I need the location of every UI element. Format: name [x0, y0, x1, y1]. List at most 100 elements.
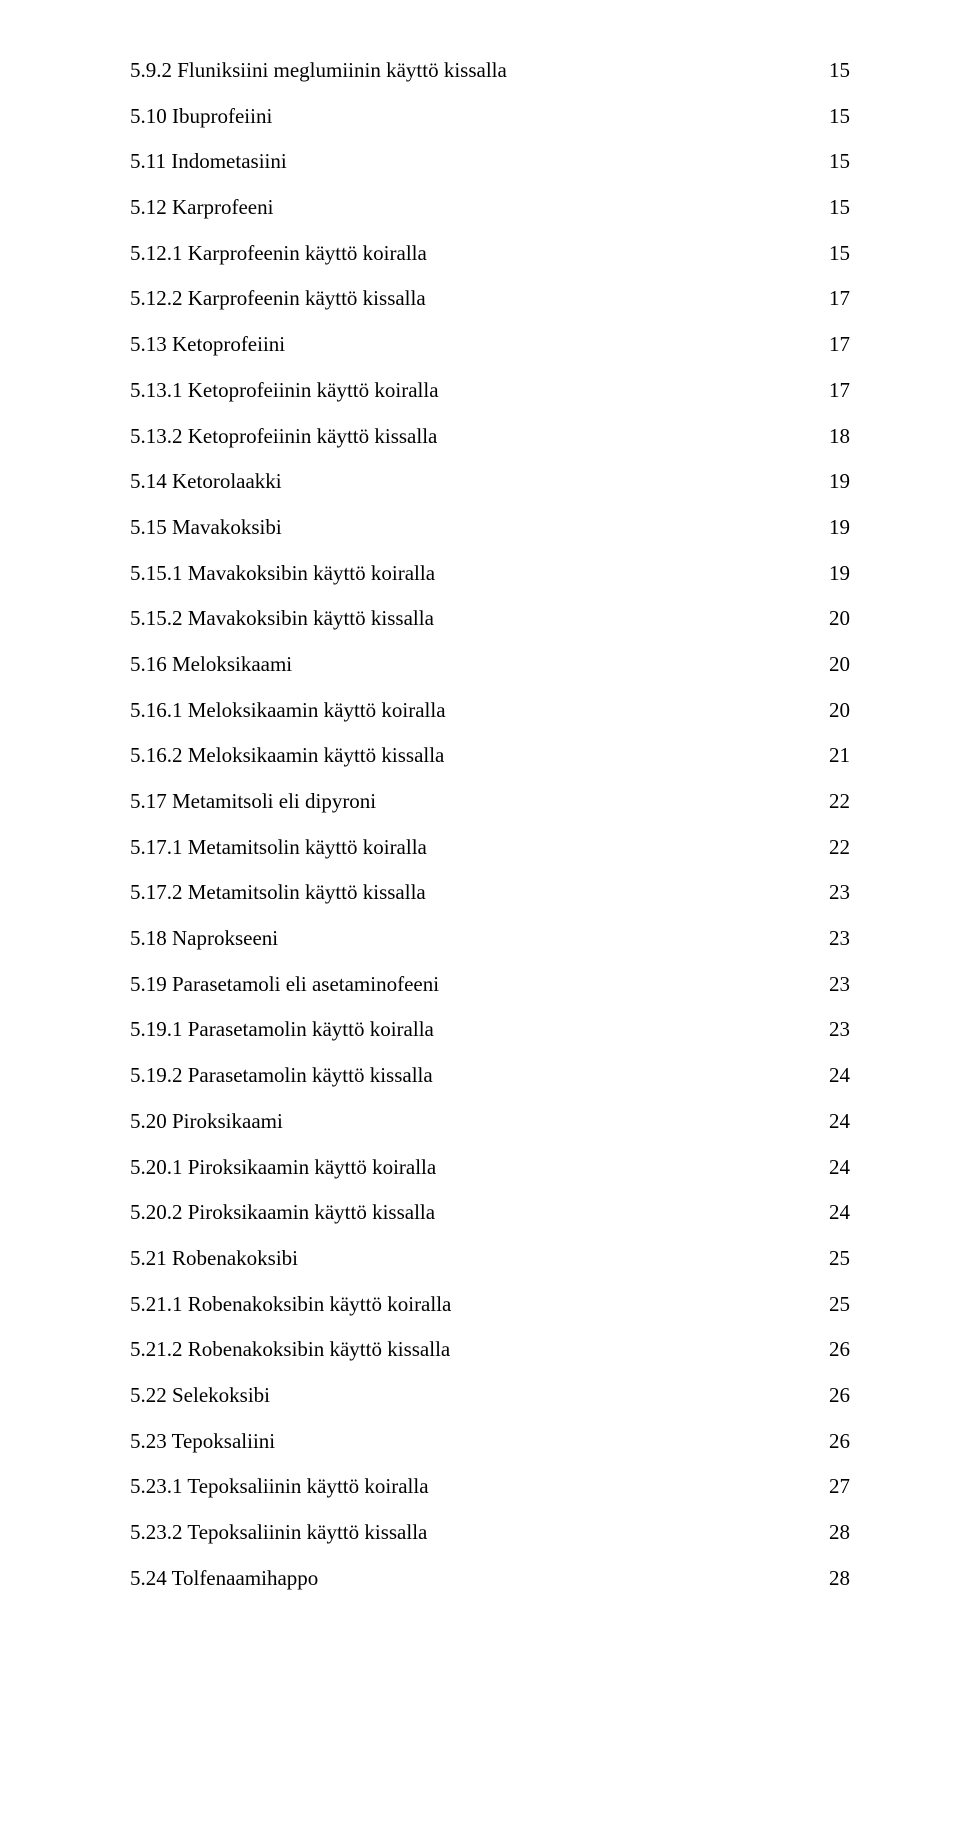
- toc-line: 5.20.2 Piroksikaamin käyttö kissalla24: [130, 1202, 850, 1223]
- toc-page-number: 28: [820, 1568, 850, 1589]
- toc-line: 5.23 Tepoksaliini26: [130, 1431, 850, 1452]
- toc-line: 5.10 Ibuprofeiini15: [130, 106, 850, 127]
- toc-line: 5.13.1 Ketoprofeiinin käyttö koiralla17: [130, 380, 850, 401]
- toc-label: 5.15.2 Mavakoksibin käyttö kissalla: [130, 608, 820, 629]
- toc-page-number: 21: [820, 745, 850, 766]
- toc-page-number: 28: [820, 1522, 850, 1543]
- toc-line: 5.15.1 Mavakoksibin käyttö koiralla19: [130, 563, 850, 584]
- toc-label: 5.13.1 Ketoprofeiinin käyttö koiralla: [130, 380, 820, 401]
- toc-line: 5.23.1 Tepoksaliinin käyttö koiralla27: [130, 1476, 850, 1497]
- toc-page-number: 24: [820, 1202, 850, 1223]
- toc-line: 5.16.2 Meloksikaamin käyttö kissalla21: [130, 745, 850, 766]
- toc-label: 5.23.2 Tepoksaliinin käyttö kissalla: [130, 1522, 820, 1543]
- toc-page-number: 15: [820, 60, 850, 81]
- toc-line: 5.12.2 Karprofeenin käyttö kissalla17: [130, 288, 850, 309]
- toc-line: 5.19.1 Parasetamolin käyttö koiralla23: [130, 1019, 850, 1040]
- toc-label: 5.23 Tepoksaliini: [130, 1431, 820, 1452]
- toc-line: 5.15 Mavakoksibi19: [130, 517, 850, 538]
- toc-line: 5.12.1 Karprofeenin käyttö koiralla15: [130, 243, 850, 264]
- toc-line: 5.17.1 Metamitsolin käyttö koiralla22: [130, 837, 850, 858]
- toc-label: 5.21 Robenakoksibi: [130, 1248, 820, 1269]
- toc-label: 5.16.2 Meloksikaamin käyttö kissalla: [130, 745, 820, 766]
- toc-page-number: 15: [820, 151, 850, 172]
- toc-line: 5.21 Robenakoksibi25: [130, 1248, 850, 1269]
- toc-line: 5.13.2 Ketoprofeiinin käyttö kissalla18: [130, 426, 850, 447]
- toc-label: 5.22 Selekoksibi: [130, 1385, 820, 1406]
- toc-label: 5.14 Ketorolaakki: [130, 471, 820, 492]
- toc-line: 5.20.1 Piroksikaamin käyttö koiralla24: [130, 1157, 850, 1178]
- toc-line: 5.16.1 Meloksikaamin käyttö koiralla20: [130, 700, 850, 721]
- toc-label: 5.9.2 Fluniksiini meglumiinin käyttö kis…: [130, 60, 820, 81]
- toc-page-number: 26: [820, 1339, 850, 1360]
- toc-label: 5.16.1 Meloksikaamin käyttö koiralla: [130, 700, 820, 721]
- toc-line: 5.23.2 Tepoksaliinin käyttö kissalla28: [130, 1522, 850, 1543]
- toc-line: 5.9.2 Fluniksiini meglumiinin käyttö kis…: [130, 60, 850, 81]
- toc-label: 5.17.1 Metamitsolin käyttö koiralla: [130, 837, 820, 858]
- toc-page-number: 19: [820, 517, 850, 538]
- toc-line: 5.17.2 Metamitsolin käyttö kissalla23: [130, 882, 850, 903]
- toc-page-number: 20: [820, 654, 850, 675]
- toc-page-number: 20: [820, 608, 850, 629]
- toc-page-number: 26: [820, 1431, 850, 1452]
- toc-line: 5.19.2 Parasetamolin käyttö kissalla24: [130, 1065, 850, 1086]
- toc-page-number: 18: [820, 426, 850, 447]
- toc-line: 5.13 Ketoprofeiini17: [130, 334, 850, 355]
- toc-page-number: 23: [820, 1019, 850, 1040]
- toc-label: 5.12.1 Karprofeenin käyttö koiralla: [130, 243, 820, 264]
- toc-page-number: 26: [820, 1385, 850, 1406]
- toc-page-number: 23: [820, 974, 850, 995]
- toc-page-number: 19: [820, 563, 850, 584]
- toc-page-number: 20: [820, 700, 850, 721]
- toc-line: 5.24 Tolfenaamihappo28: [130, 1568, 850, 1589]
- toc-page-number: 25: [820, 1248, 850, 1269]
- toc-label: 5.12 Karprofeeni: [130, 197, 820, 218]
- toc-label: 5.15 Mavakoksibi: [130, 517, 820, 538]
- toc-line: 5.17 Metamitsoli eli dipyroni22: [130, 791, 850, 812]
- toc-page-number: 22: [820, 837, 850, 858]
- toc-label: 5.21.2 Robenakoksibin käyttö kissalla: [130, 1339, 820, 1360]
- toc-line: 5.22 Selekoksibi26: [130, 1385, 850, 1406]
- toc-label: 5.19 Parasetamoli eli asetaminofeeni: [130, 974, 820, 995]
- toc-label: 5.20.2 Piroksikaamin käyttö kissalla: [130, 1202, 820, 1223]
- toc-label: 5.13.2 Ketoprofeiinin käyttö kissalla: [130, 426, 820, 447]
- toc-line: 5.18 Naprokseeni23: [130, 928, 850, 949]
- toc-page-number: 23: [820, 928, 850, 949]
- toc-page-number: 24: [820, 1065, 850, 1086]
- toc-page-number: 17: [820, 380, 850, 401]
- toc-label: 5.12.2 Karprofeenin käyttö kissalla: [130, 288, 820, 309]
- toc-line: 5.11 Indometasiini15: [130, 151, 850, 172]
- toc-page-number: 19: [820, 471, 850, 492]
- toc-line: 5.16 Meloksikaami20: [130, 654, 850, 675]
- toc-line: 5.19 Parasetamoli eli asetaminofeeni23: [130, 974, 850, 995]
- toc-page-number: 27: [820, 1476, 850, 1497]
- toc-label: 5.19.2 Parasetamolin käyttö kissalla: [130, 1065, 820, 1086]
- toc-page-number: 17: [820, 288, 850, 309]
- toc-page-number: 15: [820, 106, 850, 127]
- toc-line: 5.20 Piroksikaami24: [130, 1111, 850, 1132]
- toc-label: 5.17.2 Metamitsolin käyttö kissalla: [130, 882, 820, 903]
- toc-label: 5.20 Piroksikaami: [130, 1111, 820, 1132]
- toc-label: 5.21.1 Robenakoksibin käyttö koiralla: [130, 1294, 820, 1315]
- toc-list: 5.9.2 Fluniksiini meglumiinin käyttö kis…: [130, 60, 850, 1589]
- toc-page-number: 23: [820, 882, 850, 903]
- toc-page-number: 22: [820, 791, 850, 812]
- toc-page-number: 15: [820, 197, 850, 218]
- toc-line: 5.21.2 Robenakoksibin käyttö kissalla26: [130, 1339, 850, 1360]
- toc-page-number: 24: [820, 1111, 850, 1132]
- toc-page-number: 24: [820, 1157, 850, 1178]
- toc-label: 5.24 Tolfenaamihappo: [130, 1568, 820, 1589]
- toc-label: 5.20.1 Piroksikaamin käyttö koiralla: [130, 1157, 820, 1178]
- toc-label: 5.19.1 Parasetamolin käyttö koiralla: [130, 1019, 820, 1040]
- toc-label: 5.18 Naprokseeni: [130, 928, 820, 949]
- toc-label: 5.16 Meloksikaami: [130, 654, 820, 675]
- toc-line: 5.21.1 Robenakoksibin käyttö koiralla25: [130, 1294, 850, 1315]
- toc-page-number: 25: [820, 1294, 850, 1315]
- toc-label: 5.10 Ibuprofeiini: [130, 106, 820, 127]
- toc-page-number: 15: [820, 243, 850, 264]
- toc-label: 5.17 Metamitsoli eli dipyroni: [130, 791, 820, 812]
- toc-page: 5.9.2 Fluniksiini meglumiinin käyttö kis…: [0, 0, 960, 1825]
- toc-line: 5.14 Ketorolaakki19: [130, 471, 850, 492]
- toc-line: 5.12 Karprofeeni15: [130, 197, 850, 218]
- toc-line: 5.15.2 Mavakoksibin käyttö kissalla20: [130, 608, 850, 629]
- toc-label: 5.15.1 Mavakoksibin käyttö koiralla: [130, 563, 820, 584]
